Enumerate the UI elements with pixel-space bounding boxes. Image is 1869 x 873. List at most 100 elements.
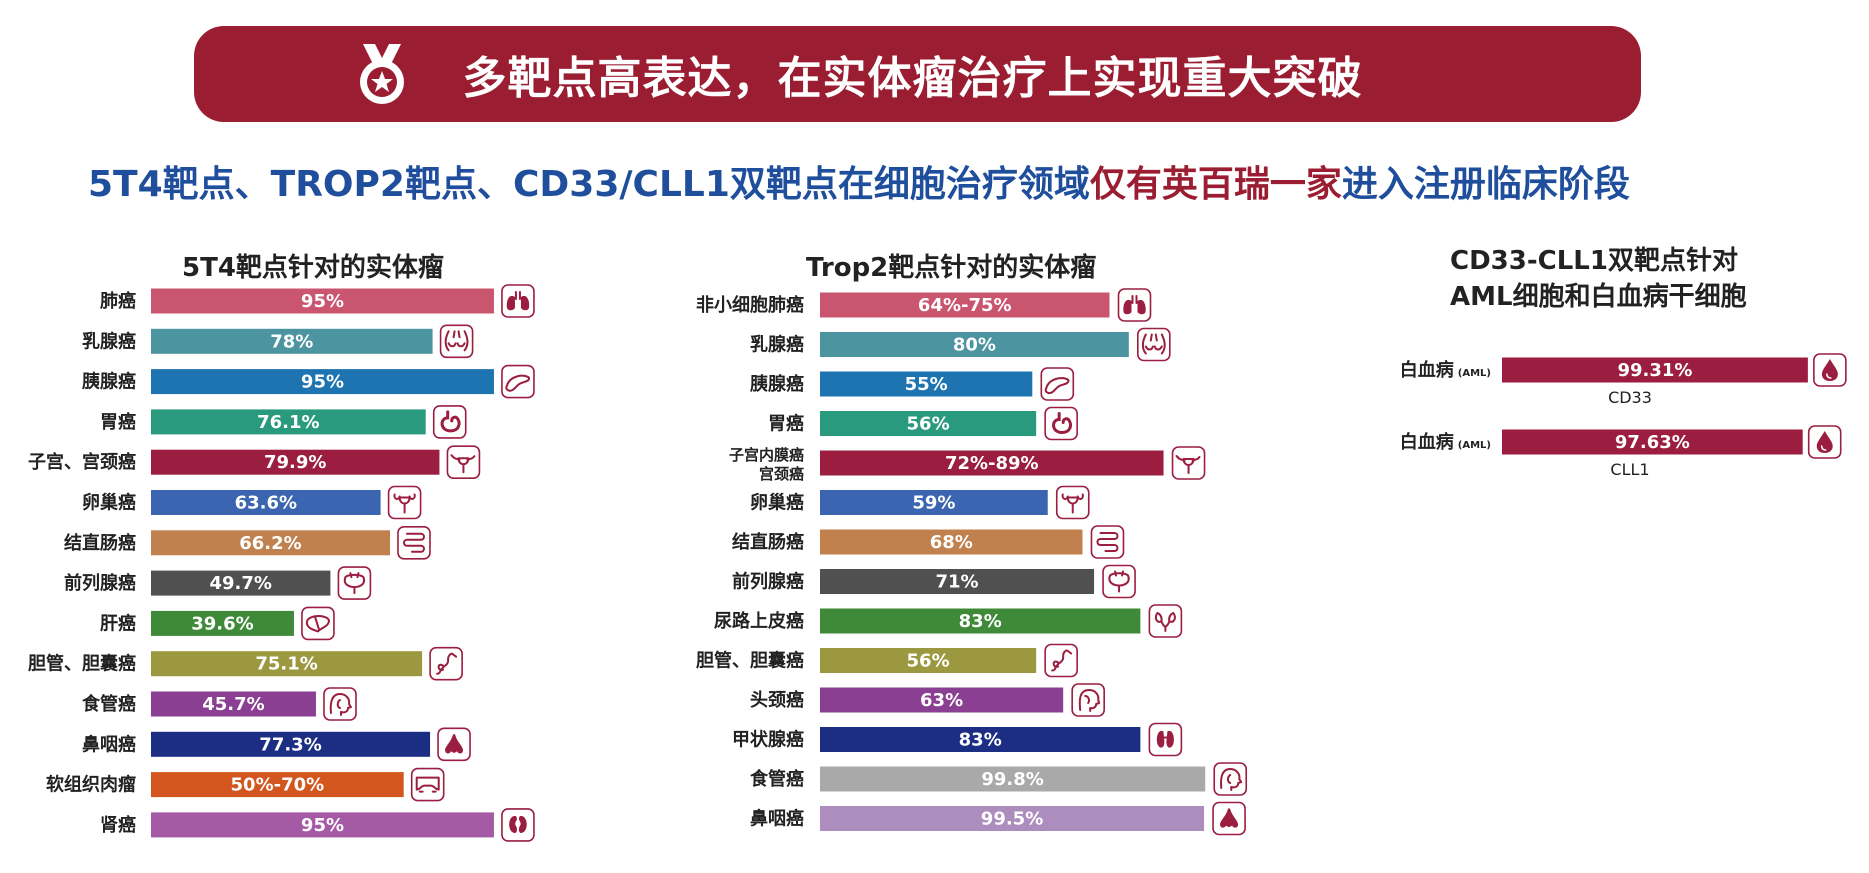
bar bbox=[151, 530, 390, 556]
soft-tissue-icon bbox=[410, 767, 445, 802]
value-label: 95% bbox=[301, 815, 344, 836]
banner-title: 多靶点高表达，在实体瘤治疗上实现重大突破 bbox=[462, 53, 1363, 104]
chart-title-trop2: Trop2靶点针对的实体瘤 bbox=[806, 253, 1097, 283]
category-label: 食管癌 bbox=[749, 768, 804, 790]
bar-row: 卵巢癌 59% bbox=[750, 485, 1090, 520]
bar bbox=[151, 490, 381, 515]
bar bbox=[151, 369, 494, 395]
bar-row: 食管癌 45.7% bbox=[81, 687, 357, 721]
value-label: 39.6% bbox=[191, 613, 253, 634]
value-label: 76.1% bbox=[257, 412, 319, 433]
value-label: 95% bbox=[301, 372, 344, 393]
value-label: 63% bbox=[920, 690, 963, 711]
value-label: 68% bbox=[930, 532, 973, 553]
stomach-icon bbox=[1044, 406, 1078, 441]
bar bbox=[820, 608, 1141, 634]
category-label: 前列腺癌 bbox=[64, 572, 136, 594]
bar-row: 肺癌 95% bbox=[100, 284, 535, 318]
bar bbox=[820, 687, 1064, 713]
bar-row: 鼻咽癌 77.3% bbox=[82, 727, 471, 762]
category-label: 结直肠癌 bbox=[64, 532, 136, 554]
subtitle: 5T4靶点、TROP2靶点、CD33/CLL1双靶点在细胞治疗领域仅有英百瑞一家… bbox=[88, 155, 1630, 207]
category-label: 食管癌 bbox=[81, 693, 136, 715]
bar-row: 头颈癌 63% bbox=[750, 683, 1105, 717]
value-label: 99.8% bbox=[981, 769, 1043, 790]
bar-row: 结直肠癌 68% bbox=[732, 525, 1125, 559]
bar bbox=[820, 371, 1033, 397]
liver-icon bbox=[301, 606, 335, 641]
value-label: 99.5% bbox=[981, 809, 1043, 830]
value-label: 79.9% bbox=[264, 452, 326, 473]
breast-icon bbox=[439, 324, 474, 359]
thyroid-icon bbox=[1148, 722, 1183, 757]
prostate-icon bbox=[337, 566, 372, 600]
nasopharynx-icon bbox=[437, 727, 471, 762]
value-label: 50%-70% bbox=[231, 775, 325, 796]
bar bbox=[820, 806, 1205, 831]
bar-row: 胆管、胆囊癌 56% bbox=[695, 643, 1078, 678]
category-label: 子宫、宫颈癌 bbox=[28, 451, 136, 473]
chart-title-5t4: 5T4靶点针对的实体瘤 bbox=[182, 253, 444, 283]
category-label: 尿路上皮癌 bbox=[714, 610, 804, 632]
colon-icon bbox=[397, 525, 431, 560]
esophagus-icon bbox=[323, 687, 357, 721]
category-label: 卵巢癌 bbox=[82, 492, 136, 514]
bar-row: 鼻咽癌 99.5% bbox=[750, 801, 1246, 836]
bar bbox=[151, 731, 431, 757]
head-neck-icon bbox=[1071, 683, 1105, 717]
value-label: 56% bbox=[907, 414, 950, 435]
bar-row: 结直肠癌 66.2% bbox=[64, 525, 431, 560]
stomach-icon bbox=[432, 405, 467, 439]
bar bbox=[151, 651, 423, 677]
bar-row: 胆管、胆囊癌 75.1% bbox=[27, 646, 463, 681]
category-label: 胰腺癌 bbox=[81, 371, 136, 393]
value-label: 80% bbox=[953, 335, 996, 356]
category-label: 头颈癌 bbox=[750, 689, 804, 711]
value-label: 75.1% bbox=[255, 654, 317, 675]
prostate-icon bbox=[1102, 564, 1136, 599]
uterus-icon bbox=[1171, 446, 1206, 480]
chart-title-line-0: CD33-CLL1双靶点针对 bbox=[1450, 246, 1738, 276]
bar-row: 软组织肉瘤 50%-70% bbox=[46, 767, 445, 802]
bar bbox=[820, 292, 1110, 318]
value-label: 66.2% bbox=[239, 533, 301, 554]
bar-row: 食管癌 99.8% bbox=[749, 762, 1248, 796]
category-label: 胆管、胆囊癌 bbox=[695, 650, 804, 672]
colon-icon bbox=[1090, 525, 1125, 559]
category-suffix: (AML) bbox=[1458, 440, 1491, 451]
category-label: 肺癌 bbox=[100, 290, 136, 312]
value-label: 55% bbox=[905, 374, 948, 395]
category-label: 胰腺癌 bbox=[749, 373, 804, 395]
blood-drop-icon bbox=[1813, 353, 1847, 387]
value-label: 77.3% bbox=[259, 734, 321, 755]
header-banner: 多靶点高表达，在实体瘤治疗上实现重大突破 bbox=[194, 26, 1641, 122]
category-label: 乳腺癌 bbox=[82, 330, 136, 352]
esophagus-icon bbox=[1213, 762, 1248, 796]
category-label: 前列腺癌 bbox=[732, 571, 804, 593]
lungs-icon bbox=[1117, 288, 1152, 322]
category-label: 胃癌 bbox=[100, 411, 136, 433]
value-label: 49.7% bbox=[209, 573, 271, 594]
urinary-icon bbox=[1148, 604, 1183, 638]
medal-icon bbox=[359, 44, 404, 104]
bar bbox=[820, 411, 1037, 436]
value-label: 72%-89% bbox=[945, 453, 1039, 474]
category-label: 白血病 (AML) bbox=[1400, 359, 1491, 381]
bar bbox=[820, 332, 1129, 357]
bar bbox=[820, 490, 1048, 515]
value-label: 97.63% bbox=[1615, 432, 1690, 453]
category-suffix: (AML) bbox=[1458, 368, 1491, 379]
bar-row: 乳腺癌 80% bbox=[750, 327, 1171, 362]
bar-row: 胃癌 76.1% bbox=[100, 405, 467, 439]
value-label: 71% bbox=[935, 572, 978, 593]
bar-row: 白血病 (AML) 97.63% CLL1 bbox=[1400, 425, 1842, 479]
bar-row: 前列腺癌 49.7% bbox=[64, 566, 372, 600]
category-label: 肝癌 bbox=[100, 612, 136, 634]
kidney-icon bbox=[501, 808, 535, 842]
bar-sublabel: CLL1 bbox=[1610, 460, 1649, 479]
bar-row: 子宫、宫颈癌 79.9% bbox=[28, 445, 481, 480]
value-label: 83% bbox=[959, 611, 1002, 632]
